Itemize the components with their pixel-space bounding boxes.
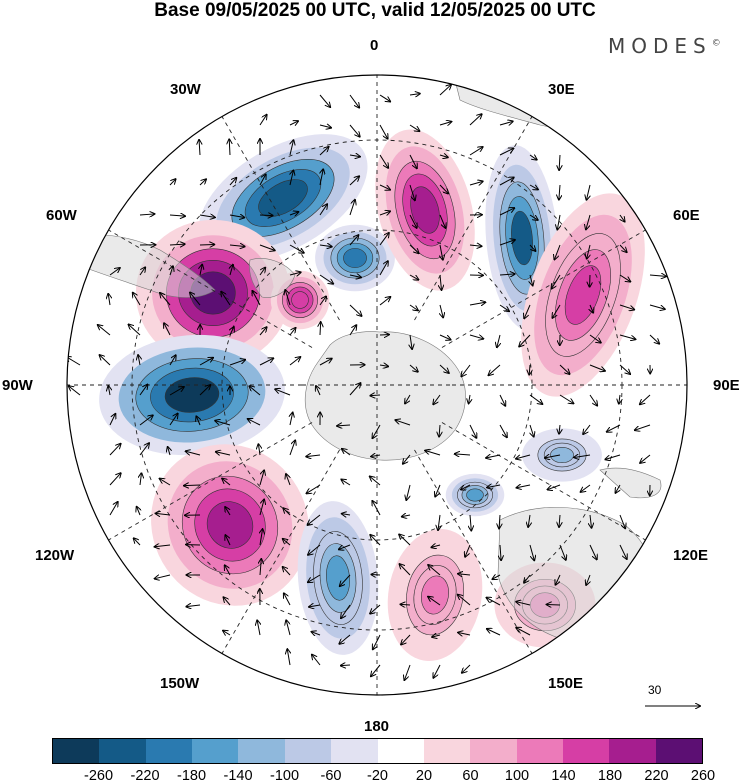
wind-arrow — [260, 215, 273, 216]
colorbar-tick-label: -100 — [270, 768, 299, 784]
colorbar-swatch — [53, 739, 99, 763]
colorbar-tick-label: -180 — [177, 768, 206, 784]
colorbar-tick-label: 140 — [551, 768, 575, 784]
colorbar-swatch — [331, 739, 377, 763]
colorbar-tick-label: 20 — [416, 768, 432, 784]
lon-label-30e: 30E — [548, 82, 575, 98]
reference-vector-label: 30 — [648, 683, 661, 697]
lon-label-150e: 150E — [548, 676, 583, 692]
colorbar-tick-label: 180 — [598, 768, 622, 784]
map-disc — [60, 70, 700, 700]
colorbar-tick-label: -260 — [84, 768, 113, 784]
colorbar-tick-label: -20 — [367, 768, 388, 784]
colorbar-tick-label: -220 — [130, 768, 159, 784]
colorbar-swatch — [517, 739, 563, 763]
colorbar-tick-label: 100 — [505, 768, 529, 784]
colorbar-swatch — [378, 739, 424, 763]
lon-label-60w: 60W — [46, 208, 77, 224]
colorbar-tick-label: -60 — [321, 768, 342, 784]
colorbar-swatch — [238, 739, 284, 763]
negative-anomaly — [446, 474, 505, 517]
negative-anomaly — [315, 225, 395, 292]
wind-arrow — [370, 395, 380, 396]
wind-arrow — [320, 322, 321, 335]
lon-label-180: 180 — [364, 719, 389, 735]
colorbar-swatch — [99, 739, 145, 763]
colorbar-swatch — [470, 739, 516, 763]
colorbar-tick-label: 260 — [691, 768, 715, 784]
colorbar-tick-label: -140 — [223, 768, 252, 784]
colorbar-swatch — [146, 739, 192, 763]
lon-label-120e: 120E — [673, 548, 708, 564]
colorbar-tick-label: 60 — [462, 768, 478, 784]
lon-label-90e: 90E — [713, 378, 740, 394]
colorbar-swatch — [192, 739, 238, 763]
colorbar-swatch — [609, 739, 655, 763]
lon-label-30w: 30W — [170, 82, 201, 98]
wind-arrow — [400, 604, 410, 605]
lon-label-0: 0 — [370, 38, 378, 54]
lon-label-60e: 60E — [673, 208, 700, 224]
lon-label-120w: 120W — [35, 548, 74, 564]
colorbar-swatch — [285, 739, 331, 763]
lon-label-150w: 150W — [160, 676, 199, 692]
colorbar-swatch — [424, 739, 470, 763]
lon-label-90w: 90W — [2, 378, 33, 394]
colorbar-swatch — [563, 739, 609, 763]
colorbar-tick-label: 220 — [644, 768, 668, 784]
colorbar — [52, 738, 703, 764]
wind-arrow — [341, 665, 350, 666]
wind-arrow — [200, 244, 214, 245]
wind-arrow — [371, 574, 380, 575]
colorbar-swatch — [656, 739, 702, 763]
wind-arrow — [184, 485, 200, 486]
